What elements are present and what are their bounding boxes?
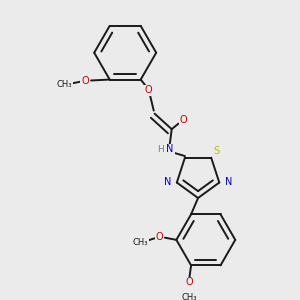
Text: CH₃: CH₃	[57, 80, 73, 89]
Text: N: N	[164, 177, 172, 187]
Text: N: N	[167, 144, 174, 154]
Text: O: O	[155, 232, 163, 242]
Text: O: O	[186, 278, 193, 287]
Text: H: H	[157, 145, 164, 154]
Text: O: O	[145, 85, 152, 95]
Text: CH₃: CH₃	[133, 238, 148, 247]
Text: CH₃: CH₃	[182, 293, 197, 300]
Text: N: N	[225, 177, 232, 187]
Text: S: S	[214, 146, 220, 156]
Text: O: O	[180, 116, 187, 125]
Text: O: O	[81, 76, 89, 86]
